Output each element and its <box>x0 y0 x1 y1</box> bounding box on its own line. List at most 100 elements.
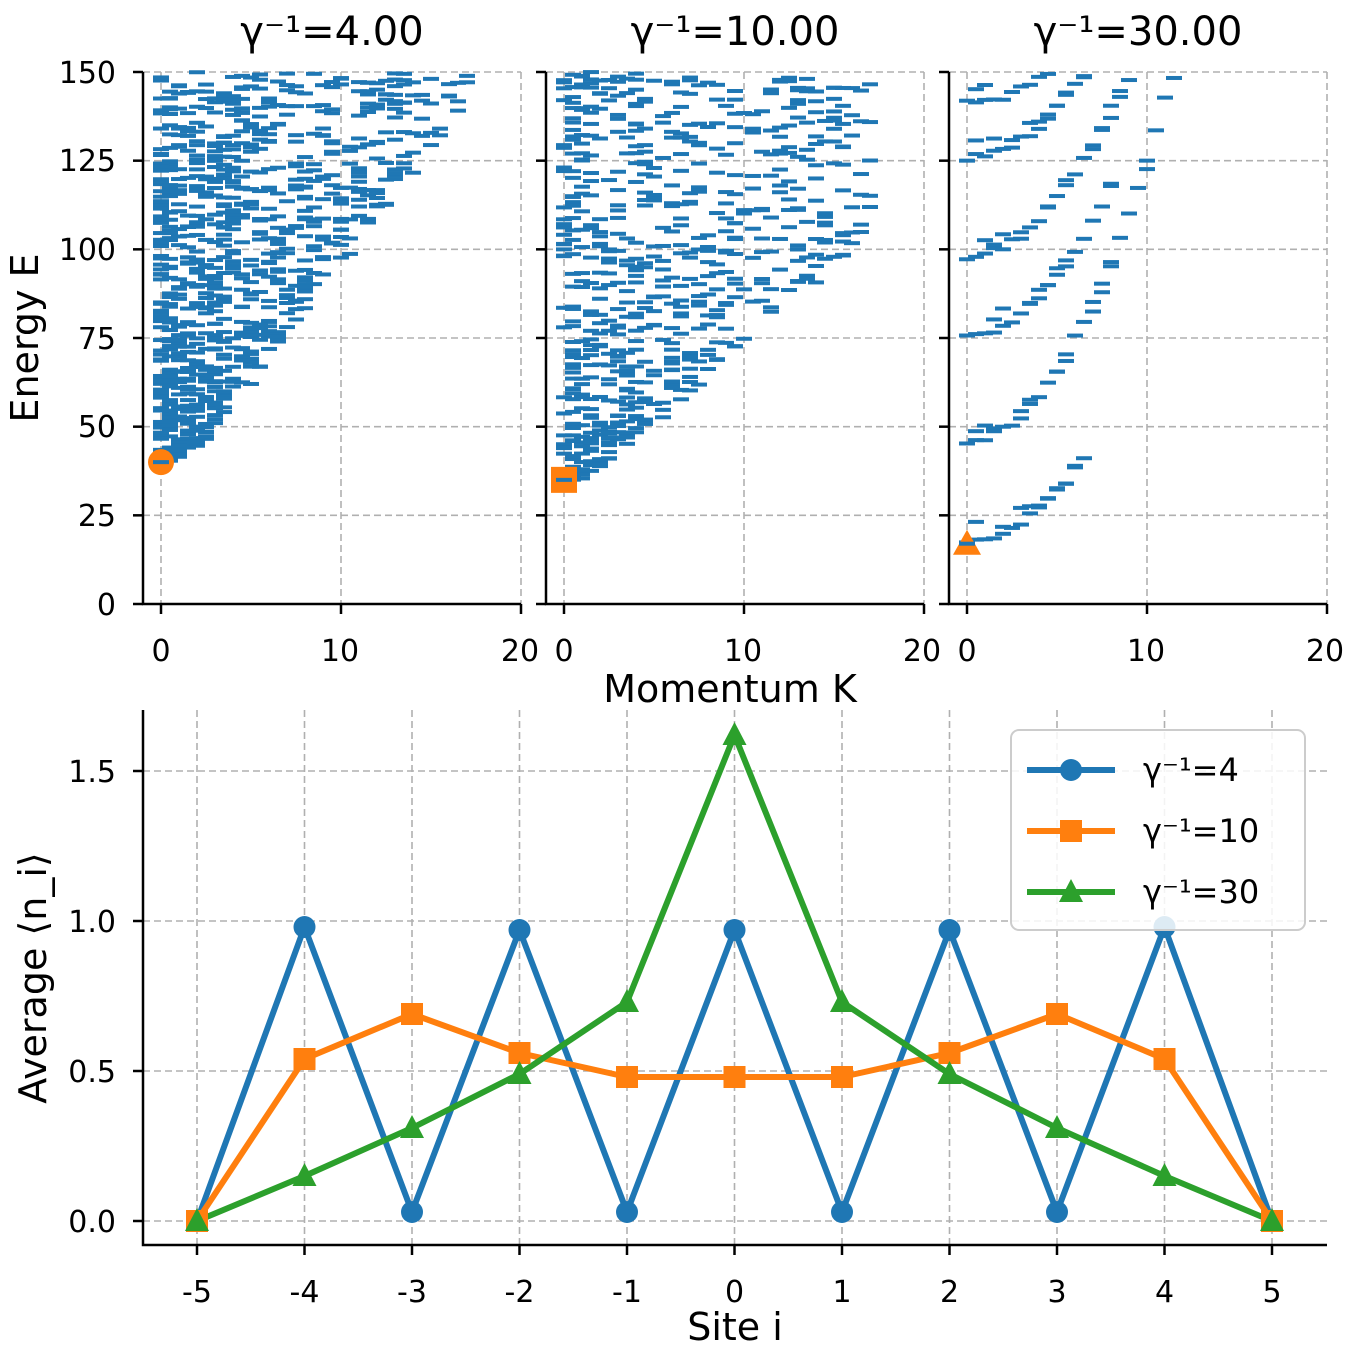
energy-level <box>180 245 196 250</box>
energy-level <box>198 237 214 242</box>
energy-level <box>745 208 761 213</box>
energy-level <box>583 328 599 333</box>
energy-level <box>153 314 169 319</box>
energy-level <box>592 428 608 433</box>
energy-level <box>351 174 367 179</box>
energy-level <box>315 216 331 221</box>
energy-level <box>162 320 178 325</box>
energy-level <box>216 93 232 98</box>
energy-level <box>225 218 241 223</box>
energy-level <box>252 137 268 142</box>
energy-level <box>646 174 662 179</box>
energy-level <box>986 148 1002 153</box>
energy-level <box>637 190 653 195</box>
energy-level <box>207 100 223 105</box>
energy-level <box>691 326 707 331</box>
energy-level <box>664 385 680 390</box>
energy-level <box>207 141 223 146</box>
energy-level <box>583 309 599 314</box>
energy-level <box>628 311 644 316</box>
energy-level <box>387 71 403 76</box>
panel2-spectrum <box>551 70 878 493</box>
energy-level <box>1031 505 1047 510</box>
energy-level <box>207 96 223 101</box>
energy-level <box>1040 496 1056 501</box>
energy-level <box>162 448 178 453</box>
energy-level <box>610 116 626 121</box>
energy-level <box>162 354 178 359</box>
energy-level <box>655 415 671 420</box>
energy-level <box>189 372 205 377</box>
energy-level <box>610 420 626 425</box>
energy-level <box>574 107 590 112</box>
energy-level <box>556 445 572 450</box>
energy-level <box>664 129 680 134</box>
energy-level <box>1076 319 1092 324</box>
energy-level <box>189 266 205 271</box>
data-point <box>616 1201 638 1223</box>
energy-level <box>995 323 1011 328</box>
energy-level <box>574 271 590 276</box>
energy-level <box>637 421 653 426</box>
energy-level <box>153 75 169 80</box>
energy-level <box>225 107 241 112</box>
energy-level <box>207 303 223 308</box>
energy-level <box>565 200 581 205</box>
energy-level <box>207 193 223 198</box>
energy-level <box>261 132 277 137</box>
energy-level <box>153 220 169 225</box>
energy-level <box>565 228 581 233</box>
energy-level <box>261 329 277 334</box>
energy-level <box>1013 416 1029 421</box>
energy-level <box>691 189 707 194</box>
legend-marker <box>1060 759 1082 781</box>
energy-level <box>673 283 689 288</box>
energy-level <box>655 258 671 263</box>
energy-level <box>171 437 187 442</box>
energy-level <box>153 231 169 236</box>
energy-level <box>387 77 403 82</box>
energy-level <box>565 438 581 443</box>
energy-level <box>396 166 412 171</box>
energy-level <box>162 107 178 112</box>
energy-level <box>360 101 376 106</box>
energy-level <box>637 99 653 104</box>
energy-level <box>315 236 331 241</box>
energy-level <box>396 130 412 135</box>
energy-level <box>189 341 205 346</box>
energy-level <box>252 72 268 77</box>
energy-level <box>288 133 304 138</box>
energy-level <box>691 303 707 308</box>
energy-level <box>270 250 286 255</box>
legend-marker <box>1059 879 1083 902</box>
energy-level <box>261 298 277 303</box>
energy-level <box>153 178 169 183</box>
data-point <box>508 919 531 941</box>
energy-level <box>180 407 196 412</box>
energy-level <box>610 188 626 193</box>
energy-level <box>1103 260 1119 265</box>
energy-level <box>583 223 599 228</box>
energy-level <box>306 270 322 275</box>
energy-level <box>198 106 214 111</box>
energy-level <box>1004 423 1020 428</box>
energy-level <box>315 174 331 179</box>
energy-level <box>261 261 277 266</box>
energy-level <box>664 341 680 346</box>
energy-level <box>977 537 993 542</box>
energy-level <box>1121 78 1137 83</box>
energy-level <box>360 89 376 94</box>
energy-level <box>709 170 725 175</box>
energy-level <box>592 91 608 96</box>
energy-level <box>637 159 653 164</box>
y-tick-label: 75 <box>78 322 116 357</box>
energy-level <box>682 78 698 83</box>
legend-markers <box>1027 759 1115 902</box>
energy-level <box>252 189 268 194</box>
energy-level <box>700 233 716 238</box>
energy-level <box>171 133 187 138</box>
energy-level <box>171 337 187 342</box>
energy-level <box>673 387 689 392</box>
energy-level <box>162 231 178 236</box>
energy-level <box>844 133 860 138</box>
